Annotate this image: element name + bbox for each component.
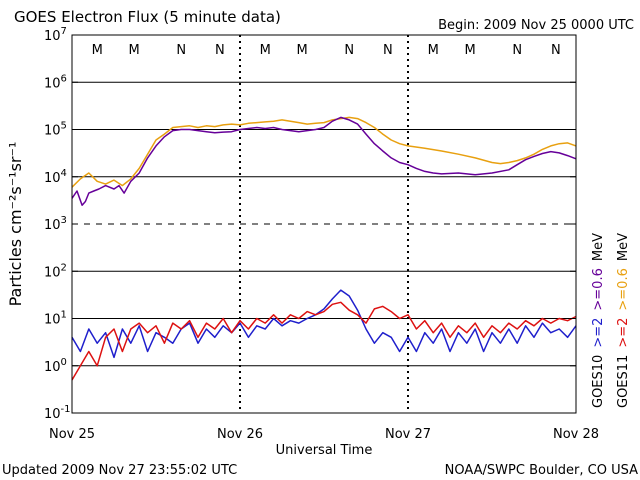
series-line — [71, 116, 577, 188]
legend-goes10: GOES10>=2>=0.6MeV — [591, 233, 606, 408]
y-tick-label: 103 — [44, 215, 67, 233]
legend: GOES10>=2>=0.6MeV GOES11>=2>=0.6MeV — [591, 233, 631, 408]
y-tick-label: 100 — [44, 357, 67, 375]
y-tick-label: 105 — [44, 121, 67, 139]
series-line — [71, 116, 577, 206]
legend-goes11: GOES11>=2>=0.6MeV — [616, 233, 631, 408]
x-tick-label: Nov 27 — [385, 427, 431, 442]
x-tick-label: Nov 26 — [217, 427, 263, 442]
satellite-marker: M — [428, 43, 439, 58]
credit-line: NOAA/SWPC Boulder, CO USA — [445, 463, 638, 478]
y-tick-label: 10-1 — [44, 404, 71, 422]
satellite-marker: M — [297, 43, 308, 58]
y-tick-label: 106 — [44, 73, 67, 91]
satellite-marker: N — [176, 43, 186, 58]
y-tick-labels: 10-1 100 101 102 103 104 105 106 107 — [44, 26, 576, 422]
series-layer — [71, 116, 577, 381]
satellite-marker: N — [215, 43, 225, 58]
y-axis-label: Particles cm⁻²s⁻¹sr⁻¹ — [6, 142, 25, 307]
series-line — [71, 289, 577, 359]
x-tick-labels: Nov 25 Nov 26 Nov 27 Nov 28 — [49, 427, 599, 442]
chart-title: GOES Electron Flux (5 minute data) — [14, 8, 281, 26]
satellite-marker: M — [129, 43, 140, 58]
satellite-marker: N — [512, 43, 522, 58]
x-axis-label: Universal Time — [276, 443, 373, 458]
x-tick-label: Nov 25 — [49, 427, 95, 442]
y-tick-label: 104 — [44, 168, 67, 186]
satellite-marker: M — [260, 43, 271, 58]
y-tick-label: 101 — [44, 310, 67, 328]
begin-time: Begin: 2009 Nov 25 0000 UTC — [438, 18, 634, 33]
y-tick-label: 107 — [44, 26, 67, 44]
y-tick-label: 102 — [44, 262, 67, 280]
updated-timestamp: Updated 2009 Nov 27 23:55:02 UTC — [2, 463, 237, 478]
x-tick-label: Nov 28 — [553, 427, 599, 442]
satellite-marker: N — [344, 43, 354, 58]
satellite-marker: N — [383, 43, 393, 58]
series-line — [71, 301, 577, 381]
satellite-marker: M — [92, 43, 103, 58]
satellite-marker: M — [465, 43, 476, 58]
satellite-marker: N — [551, 43, 561, 58]
grid — [72, 81, 576, 367]
